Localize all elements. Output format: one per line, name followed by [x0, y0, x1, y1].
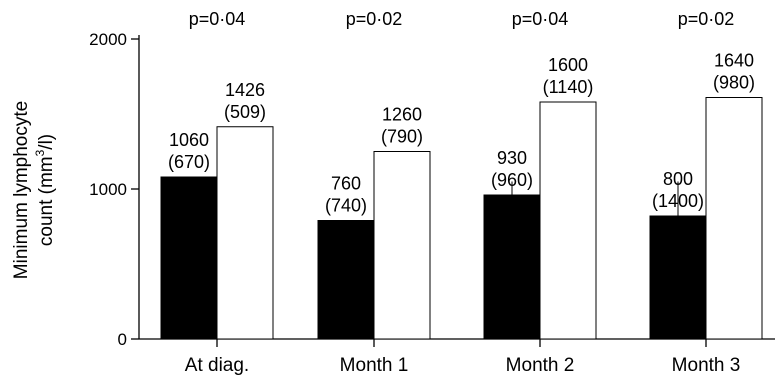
data-label: 760 — [331, 174, 361, 194]
bar — [539, 101, 597, 340]
data-label: 1260 — [382, 105, 422, 125]
data-sublabel: (980) — [713, 73, 755, 93]
x-tick-label: Month 3 — [672, 355, 741, 376]
labels: p=0·04 p=0·02 p=0·04 p=0·02 1060(670) 760(740… — [168, 9, 755, 216]
p-value-label: p=0·04 — [189, 9, 246, 29]
bar — [317, 220, 375, 340]
data-sublabel: (740) — [325, 196, 367, 216]
bar — [373, 151, 431, 340]
data-sublabel: (790) — [381, 127, 423, 147]
y-axis-title: Minimum lymphocyte count (mm3/l) — [11, 101, 57, 279]
y-axis-title-sup: 3 — [33, 149, 47, 156]
y-axis-title-pre: count (mm — [36, 156, 57, 246]
data-sublabel: (1400) — [652, 191, 704, 211]
y-tick-label: 1000 — [89, 180, 127, 199]
bar — [705, 97, 763, 340]
bar — [649, 215, 707, 340]
x-tick-label: At diag. — [185, 355, 249, 376]
data-sublabel: (960) — [491, 170, 533, 190]
bar — [160, 176, 218, 340]
data-sublabel: (670) — [168, 152, 210, 172]
data-label: 1600 — [548, 55, 588, 75]
data-label: 930 — [497, 148, 527, 168]
data-sublabel: (509) — [224, 102, 266, 122]
data-label: 1060 — [169, 130, 209, 150]
x-tick-label: Month 1 — [340, 355, 409, 376]
x-tick-label: Month 2 — [506, 355, 575, 376]
p-value-label: p=0·02 — [346, 9, 403, 29]
data-label: 1640 — [714, 51, 754, 71]
y-axis-title-line2: count (mm3/l) — [33, 134, 57, 246]
p-value-label: p=0·02 — [678, 9, 735, 29]
y-axis-title-post: /l) — [36, 134, 57, 150]
y-tick-label: 2000 — [89, 30, 127, 49]
y-tick-label: 0 — [118, 330, 127, 349]
data-label: 800 — [663, 169, 693, 189]
y-axis-title-line1: Minimum lymphocyte — [11, 101, 32, 279]
p-value-label: p=0·04 — [512, 9, 569, 29]
bar — [483, 194, 541, 340]
bars — [160, 97, 763, 340]
data-label: 1426 — [225, 80, 265, 100]
bar — [216, 126, 274, 340]
data-sublabel: (1140) — [543, 77, 594, 97]
